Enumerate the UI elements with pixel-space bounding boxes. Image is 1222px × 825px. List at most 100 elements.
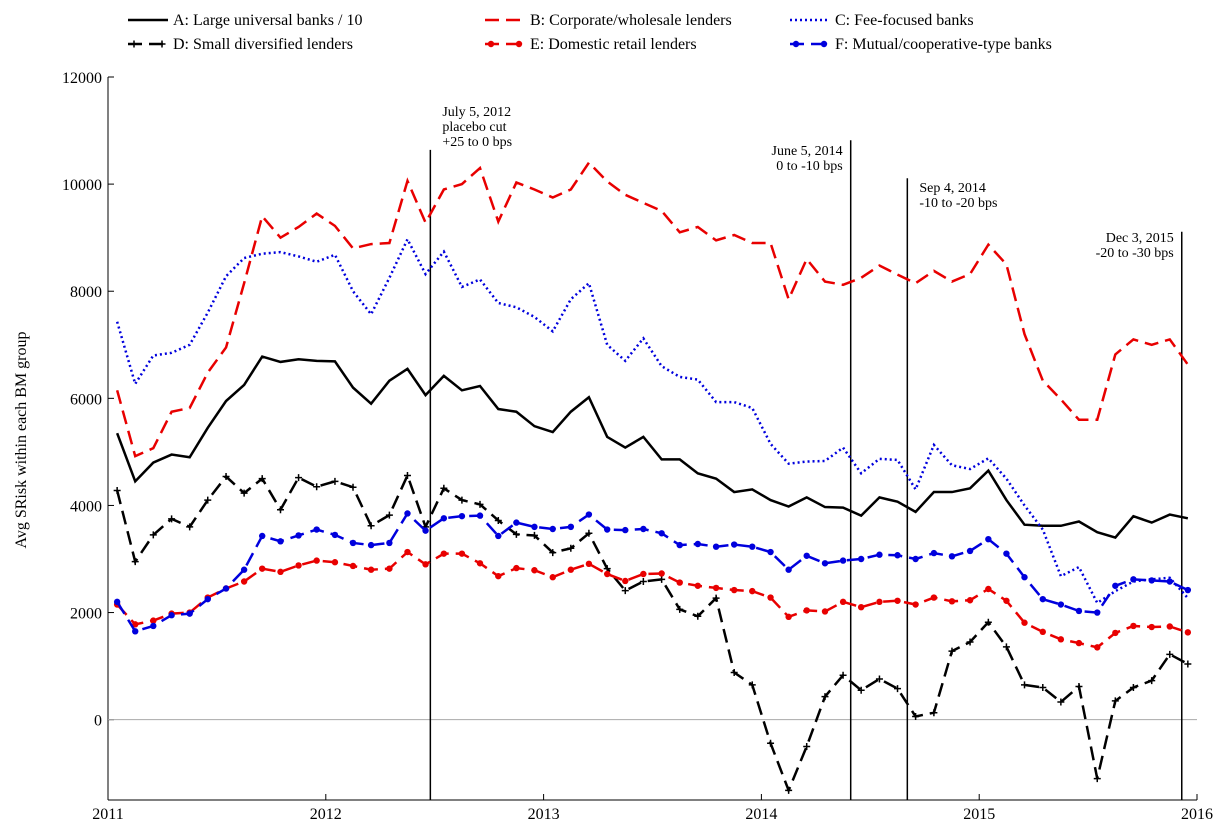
y-tick-label: 12000 (62, 70, 102, 87)
dot-marker (1094, 609, 1101, 616)
dot-marker (132, 621, 139, 628)
event-label: Sep 4, 2014 (919, 181, 986, 196)
dot-marker (531, 523, 538, 531)
dot-marker (676, 541, 683, 549)
dot-marker (440, 515, 448, 522)
dot-marker (694, 540, 702, 548)
plus-marker (621, 587, 629, 595)
dot-marker (240, 578, 248, 585)
event-label: -20 to -30 bps (1096, 246, 1174, 261)
dot-marker (549, 574, 556, 581)
dot-marker (313, 557, 320, 564)
plus-marker (494, 516, 502, 524)
dot-marker (404, 548, 411, 556)
plus-marker (712, 594, 720, 602)
plus-marker (258, 475, 266, 483)
dot-marker (386, 539, 393, 547)
plus-marker (1002, 643, 1010, 651)
dot-marker (912, 601, 919, 608)
plus-marker (458, 496, 466, 504)
dot-marker (730, 586, 738, 594)
dot-marker (132, 628, 139, 635)
dot-marker (785, 566, 792, 573)
series-line (115, 472, 1189, 794)
event-label: June 5, 2014 (772, 144, 843, 159)
dot-marker (966, 597, 974, 604)
plus-marker (1129, 684, 1137, 692)
dot-marker (603, 526, 611, 533)
dot-marker (1184, 629, 1192, 636)
dot-marker (876, 598, 883, 606)
plus-marker (875, 675, 883, 683)
plus-marker (549, 549, 557, 557)
plus-marker (512, 530, 520, 538)
dot-marker (458, 512, 466, 520)
y-tick-label: 0 (94, 713, 102, 730)
plus-marker (476, 500, 484, 508)
dot-marker (331, 531, 339, 539)
plus-marker (821, 693, 829, 701)
dot-marker (1184, 586, 1192, 594)
plus-marker (440, 484, 448, 492)
dot-marker (495, 572, 502, 580)
dot-marker (1148, 577, 1155, 584)
dot-marker (749, 543, 756, 550)
x-tick-label: 2016 (1181, 806, 1213, 823)
legend-label: D: Small diversified lenders (173, 36, 353, 53)
plus-marker (839, 671, 847, 679)
dot-marker (785, 613, 792, 621)
event-label: placebo cut (442, 120, 506, 135)
dot-marker (767, 594, 774, 601)
plus-marker (658, 575, 666, 583)
dot-marker (277, 538, 284, 545)
dot-marker (1166, 578, 1173, 585)
dot-marker (1057, 636, 1065, 643)
plus-marker (1166, 650, 1174, 658)
x-tick-label: 2013 (528, 806, 560, 823)
dot-marker (803, 552, 810, 559)
dot-marker (349, 539, 357, 547)
legend-label: B: Corporate/wholesale lenders (530, 12, 732, 29)
series-line (116, 550, 1189, 649)
dot-marker (513, 564, 520, 572)
plus-marker (585, 529, 593, 537)
dot-marker (531, 567, 538, 574)
dot-marker (186, 610, 193, 617)
dot-marker (894, 552, 901, 559)
plus-marker (1057, 698, 1065, 706)
x-tick-label: 2012 (310, 806, 342, 823)
legend-label: E: Domestic retail lenders (530, 36, 697, 53)
plus-marker (168, 515, 176, 523)
dot-marker (440, 550, 448, 557)
dot-marker (658, 530, 665, 537)
plus-marker (894, 685, 902, 693)
dot-marker (567, 566, 575, 573)
dot-marker (404, 510, 411, 517)
dot-marker (422, 561, 429, 568)
dot-marker (222, 585, 230, 592)
dot-marker (386, 565, 393, 572)
dot-marker (487, 40, 495, 48)
event-label: Dec 3, 2015 (1106, 231, 1174, 246)
dot-marker (857, 555, 865, 563)
dot-marker (549, 525, 556, 533)
dot-marker (876, 551, 883, 558)
dot-marker (930, 549, 938, 557)
plus-marker (1021, 681, 1028, 689)
dot-marker (150, 617, 157, 624)
plus-marker (767, 739, 775, 747)
dot-marker (1021, 574, 1028, 581)
plus-marker (857, 686, 865, 694)
dot-marker (567, 523, 575, 531)
dot-marker (495, 532, 502, 540)
dot-marker (113, 598, 121, 606)
dot-marker (331, 559, 339, 566)
dot-marker (912, 555, 919, 563)
dot-marker (476, 560, 484, 567)
dot-marker (694, 582, 702, 589)
series-line (115, 160, 1189, 458)
plus-marker (930, 709, 938, 717)
dot-marker (985, 585, 992, 593)
dot-marker (1112, 629, 1119, 637)
